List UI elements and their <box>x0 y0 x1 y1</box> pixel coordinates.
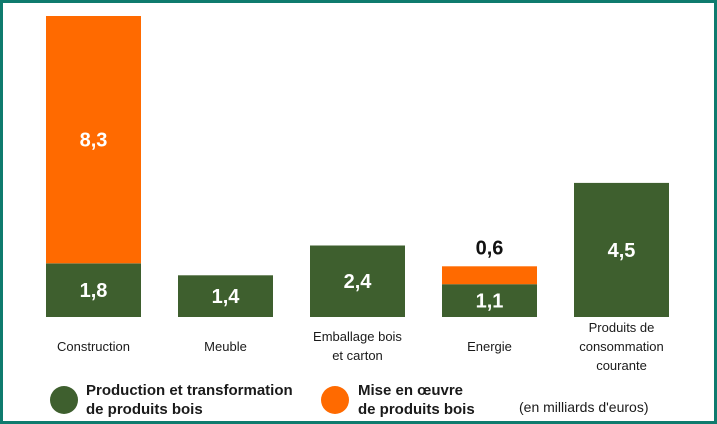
legend-swatch-mise-en-oeuvre <box>321 386 349 414</box>
value-label-production-0: 1,8 <box>80 280 108 302</box>
legend-swatch-production <box>50 386 78 414</box>
value-label-production-1: 1,4 <box>212 286 241 308</box>
legend-label-mise-en-oeuvre-line1: Mise en œuvre <box>358 382 463 399</box>
bars-layer <box>46 16 669 317</box>
value-label-production-2: 2,4 <box>344 271 373 293</box>
category-label-2-line2: et carton <box>332 348 383 363</box>
category-label-4-line3: courante <box>596 358 647 373</box>
bar-production-0 <box>46 263 141 317</box>
category-label-4-line2: consommation <box>579 339 664 354</box>
bar-production-3 <box>442 284 537 317</box>
category-labels-layer: Construction Meuble Emballage bois et carto… <box>57 320 664 373</box>
unit-note: (en milliards d'euros) <box>519 399 649 415</box>
category-label-0-line1: Construction <box>57 339 130 354</box>
bar-production-1 <box>178 275 273 317</box>
value-label-mise-en-oeuvre-3: 0,6 <box>476 237 504 259</box>
bar-mise-en-oeuvre-3 <box>442 266 537 285</box>
legend-label-production-line1: Production et transformation <box>86 382 293 399</box>
bar-production-4 <box>574 182 669 317</box>
bar-production-2 <box>310 245 405 317</box>
legend: Production et transformation de produits… <box>50 382 649 418</box>
value-labels-layer: 1,8 8,3 1,4 2,4 1,1 0,6 4,5 <box>80 130 636 313</box>
category-label-4-line1: Produits de <box>589 320 655 335</box>
category-label-3-line1: Energie <box>467 339 512 354</box>
category-label-1-line1: Meuble <box>204 339 247 354</box>
legend-label-production-line2: de produits bois <box>86 401 203 418</box>
value-label-production-3: 1,1 <box>476 291 504 313</box>
legend-label-mise-en-oeuvre-line2: de produits bois <box>358 401 475 418</box>
category-label-2-line1: Emballage bois <box>313 329 402 344</box>
value-label-production-4: 4,5 <box>608 240 636 262</box>
bar-mise-en-oeuvre-0 <box>46 16 141 264</box>
value-label-mise-en-oeuvre-0: 8,3 <box>80 130 108 152</box>
